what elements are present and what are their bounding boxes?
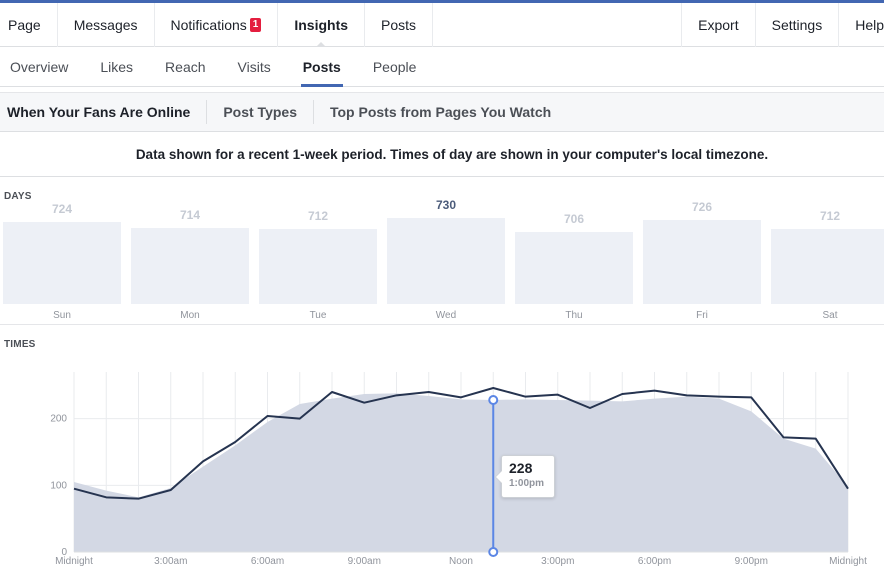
subnav-label: Overview — [10, 58, 69, 75]
x-tick-label: Noon — [449, 556, 473, 567]
x-tick-label: 3:00am — [154, 556, 187, 567]
timezone-info-text: Data shown for a recent 1-week period. T… — [0, 133, 884, 177]
day-name-label: Wed — [435, 310, 457, 321]
top-nav-label: Page — [8, 17, 41, 33]
tab-label: When Your Fans Are Online — [7, 104, 191, 120]
subnav-visits[interactable]: Visits — [222, 47, 287, 87]
day-value-label: 726 — [691, 200, 713, 215]
day-bar-tue[interactable]: 712 Tue — [259, 200, 377, 325]
subnav-posts[interactable]: Posts — [287, 47, 357, 87]
top-nav-label: Notifications — [170, 17, 247, 33]
day-name-label: Mon — [180, 310, 200, 321]
x-tick-label: 3:00pm — [541, 556, 574, 567]
x-tick-label: 9:00am — [348, 556, 381, 567]
subnav-reach[interactable]: Reach — [149, 47, 221, 87]
posts-tabs: When Your Fans Are Online Post Types Top… — [0, 92, 884, 132]
y-tick-label: 100 — [50, 480, 67, 491]
line-series — [73, 387, 849, 500]
x-tick-label: 6:00am — [251, 556, 284, 567]
subnav-label: Visits — [237, 58, 271, 75]
top-nav-notifications[interactable]: Notifications 1 — [155, 3, 279, 47]
area-series — [74, 393, 848, 552]
times-section-label: TIMES — [4, 339, 36, 350]
top-nav-label: Export — [698, 17, 739, 33]
tooltip-value: 228 — [509, 460, 533, 476]
x-tick-label: Midnight — [829, 556, 867, 567]
subnav-label: Reach — [165, 58, 206, 75]
day-bar-thu[interactable]: 706 Thu — [515, 200, 633, 325]
subnav-label: People — [372, 58, 417, 75]
subnav-overview[interactable]: Overview — [0, 47, 84, 87]
y-tick-label: 0 — [61, 547, 67, 558]
day-value-label: 724 — [51, 201, 73, 216]
top-nav-right: Export Settings Help — [681, 3, 884, 47]
day-bar — [259, 228, 377, 304]
day-bar-wed[interactable]: 730 Wed — [387, 198, 505, 325]
day-value-label: 712 — [307, 208, 329, 223]
tooltip-time: 1:00pm — [509, 478, 545, 489]
tab-post-types[interactable]: Post Types — [207, 100, 314, 124]
day-value-label: 706 — [563, 212, 585, 227]
top-nav-label: Help — [855, 17, 884, 33]
day-bar — [771, 228, 884, 304]
top-nav-label: Settings — [771, 17, 823, 33]
day-bar — [3, 221, 121, 304]
x-tick-label: 9:00pm — [735, 556, 768, 567]
subnav-label: Posts — [302, 58, 341, 75]
top-nav-insights[interactable]: Insights — [278, 3, 366, 48]
day-bar — [643, 220, 761, 304]
day-bar — [515, 232, 633, 304]
top-nav-page[interactable]: Page — [0, 3, 58, 47]
top-nav-label: Posts — [381, 17, 417, 33]
day-value-label: 730 — [435, 198, 457, 212]
day-bar — [387, 218, 505, 304]
top-nav-label: Messages — [73, 17, 138, 33]
chart-tooltip: 228 1:00pm — [495, 455, 555, 498]
top-nav-label: Insights — [294, 17, 349, 33]
section-divider — [0, 324, 884, 325]
day-bar-sat[interactable]: 712 Sat — [771, 200, 884, 325]
subnav-likes[interactable]: Likes — [84, 47, 149, 87]
hover-point-bottom — [488, 547, 499, 557]
top-nav-posts[interactable]: Posts — [365, 3, 434, 47]
y-tick-label: 200 — [50, 414, 67, 425]
top-nav-settings[interactable]: Settings — [754, 3, 839, 47]
page-top-nav: Page Messages Notifications 1 Insights Po… — [0, 0, 884, 48]
x-tick-label: Midnight — [55, 556, 93, 567]
tab-label: Post Types — [223, 104, 297, 120]
tab-when-fans-online[interactable]: When Your Fans Are Online — [0, 100, 208, 124]
insights-subnav: Overview Likes Reach Visits Posts People — [0, 47, 884, 87]
subnav-people[interactable]: People — [357, 47, 433, 87]
day-name-label: Thu — [565, 310, 583, 321]
day-bar-fri[interactable]: 726 Fri — [643, 200, 761, 325]
day-bar-mon[interactable]: 714 Mon — [131, 200, 249, 325]
x-tick-label: 6:00pm — [638, 556, 671, 567]
day-name-label: Sun — [53, 310, 71, 321]
day-name-label: Sat — [822, 310, 838, 321]
tab-label: Top Posts from Pages You Watch — [329, 104, 552, 120]
top-nav-export[interactable]: Export — [681, 3, 754, 47]
notification-badge: 1 — [249, 18, 262, 32]
day-name-label: Fri — [696, 310, 708, 321]
day-value-label: 712 — [819, 208, 841, 223]
top-nav-left: Page Messages Notifications 1 Insights Po… — [0, 3, 434, 48]
top-nav-messages[interactable]: Messages — [58, 3, 155, 47]
top-nav-help[interactable]: Help — [838, 3, 884, 47]
day-bar-sun[interactable]: 724 Sun — [3, 200, 121, 325]
tab-top-posts-watched[interactable]: Top Posts from Pages You Watch — [314, 100, 567, 124]
day-name-label: Tue — [309, 310, 327, 321]
days-section-label: DAYS — [4, 191, 32, 202]
subnav-label: Likes — [100, 58, 134, 75]
day-bar — [131, 227, 249, 304]
hover-point-top — [488, 395, 499, 405]
day-value-label: 714 — [179, 207, 201, 222]
times-line-chart[interactable]: 0 100 200 Midnight 3:00am 6:00am 9:00am Noon 3:0… — [0, 355, 884, 575]
